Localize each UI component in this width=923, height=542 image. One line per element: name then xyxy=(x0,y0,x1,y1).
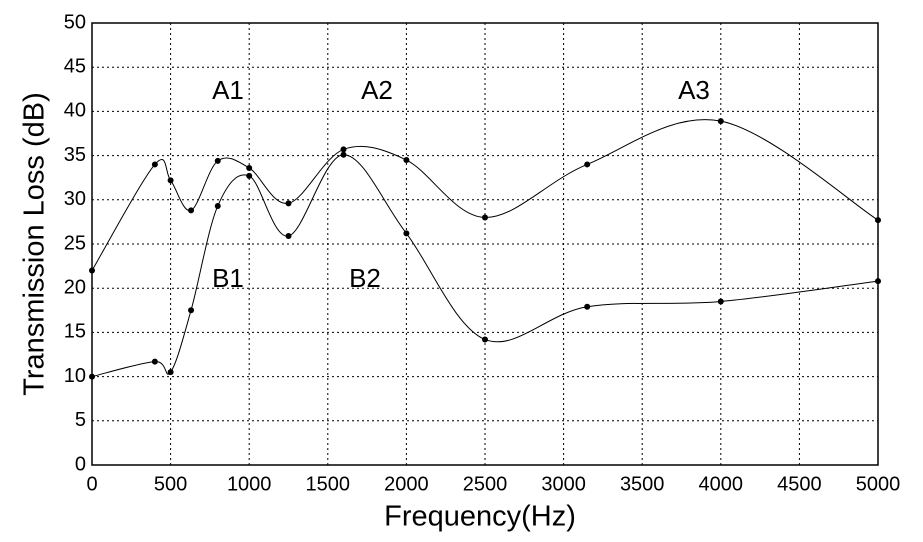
data-point xyxy=(151,161,158,168)
y-tick-label: 35 xyxy=(64,144,86,166)
y-tick-label: 20 xyxy=(64,276,86,298)
data-point xyxy=(717,118,724,125)
x-tick-label: 1000 xyxy=(227,473,272,495)
data-point xyxy=(717,298,724,305)
x-tick-label: 0 xyxy=(86,473,97,495)
plot-frame xyxy=(91,22,879,466)
y-tick-label: 30 xyxy=(64,188,86,210)
data-point xyxy=(340,146,347,153)
x-tick-label: 5000 xyxy=(856,473,901,495)
data-point xyxy=(246,172,253,179)
annotation: A3 xyxy=(678,75,710,105)
y-tick-label: 40 xyxy=(64,100,86,122)
data-point xyxy=(214,202,221,209)
data-point xyxy=(285,200,292,207)
y-tick-label: 0 xyxy=(75,453,86,475)
annotation: A1 xyxy=(212,75,244,105)
series-line xyxy=(91,154,879,378)
data-point xyxy=(214,157,221,164)
x-tick-label: 4500 xyxy=(777,473,822,495)
x-tick-label: 4000 xyxy=(699,473,744,495)
y-tick-label: 10 xyxy=(64,365,86,387)
y-tick-label: 45 xyxy=(64,55,86,77)
data-point xyxy=(340,151,347,158)
data-point xyxy=(875,278,881,285)
x-tick-label: 2000 xyxy=(384,473,429,495)
annotation: B2 xyxy=(349,263,381,293)
data-point xyxy=(584,303,591,310)
annotation: A2 xyxy=(361,75,393,105)
data-point xyxy=(584,161,591,168)
x-axis-label: Frequency(Hz) xyxy=(384,501,576,533)
y-tick-label: 15 xyxy=(64,321,86,343)
data-point xyxy=(188,307,195,314)
y-axis-label: Transmission Loss (dB) xyxy=(19,92,51,396)
data-point xyxy=(285,233,292,240)
data-point xyxy=(89,267,95,274)
data-point xyxy=(167,177,174,184)
data-point xyxy=(403,157,410,164)
data-point xyxy=(403,230,410,237)
x-tick-label: 2500 xyxy=(463,473,508,495)
y-tick-label: 50 xyxy=(64,11,86,33)
y-tick-label: 5 xyxy=(75,409,86,431)
data-point xyxy=(482,214,488,221)
data-point xyxy=(875,217,881,224)
series-line xyxy=(91,119,879,271)
data-point xyxy=(167,369,174,376)
x-tick-label: 500 xyxy=(154,473,187,495)
data-point xyxy=(188,207,195,214)
x-tick-label: 3500 xyxy=(620,473,665,495)
annotation: B1 xyxy=(212,263,244,293)
data-point xyxy=(151,358,158,365)
data-point xyxy=(482,336,488,343)
data-point xyxy=(246,164,253,171)
data-point xyxy=(89,373,95,380)
y-tick-label: 25 xyxy=(64,232,86,254)
x-tick-label: 1500 xyxy=(306,473,351,495)
x-tick-label: 3000 xyxy=(541,473,586,495)
